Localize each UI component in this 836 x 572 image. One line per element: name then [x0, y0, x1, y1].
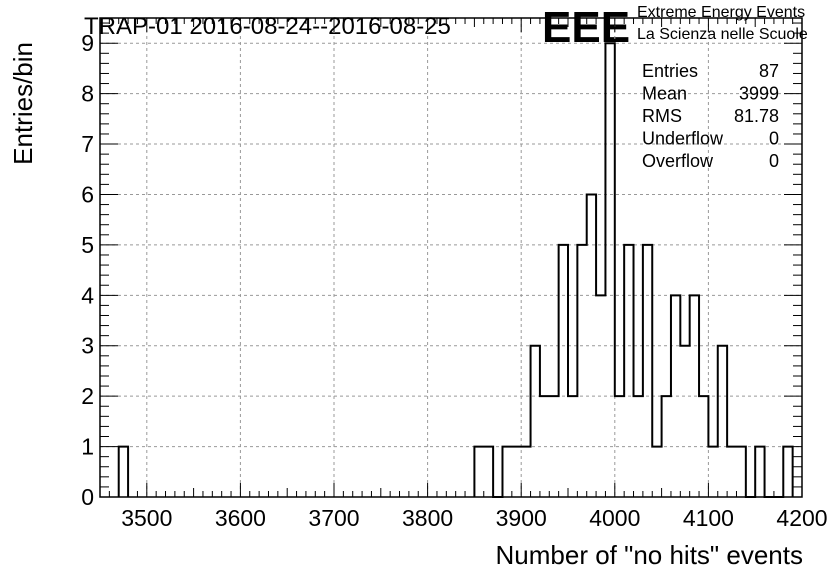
histogram-bin — [634, 396, 643, 497]
histogram-bin — [596, 295, 605, 497]
histogram-bin — [502, 447, 511, 497]
histogram-bin — [736, 447, 745, 497]
y-tick-label: 0 — [81, 484, 94, 510]
x-tick-label: 4000 — [589, 505, 640, 531]
histogram-bin — [587, 194, 596, 497]
axis-ticks — [99, 18, 803, 498]
logo-line-2: La Scienza nelle Scuole — [637, 26, 808, 43]
stats-value: 87 — [759, 61, 779, 81]
stats-label: Overflow — [642, 151, 714, 171]
eee-logo-text: EEE — [542, 3, 630, 52]
y-tick-labels: 0 1 2 3 4 5 6 7 8 9 — [81, 30, 94, 510]
histogram-bin — [671, 295, 680, 497]
stats-label: Underflow — [642, 129, 724, 149]
x-tick-label: 4200 — [776, 505, 827, 531]
stats-value: 3999 — [739, 84, 779, 104]
y-axis-label: Entries/bin — [8, 42, 38, 165]
stats-value: 81.78 — [734, 106, 779, 126]
logo-line-1: Extreme Energy Events — [637, 4, 805, 21]
stats-value: 0 — [769, 129, 779, 149]
histogram-bin — [690, 295, 699, 497]
histogram-bin — [783, 447, 792, 497]
y-tick-label: 4 — [81, 282, 94, 308]
histogram-bin — [662, 396, 671, 497]
histogram-bin — [549, 396, 558, 497]
y-tick-label: 2 — [81, 383, 94, 409]
eee-logo: EEE Extreme Energy Events La Scienza nel… — [542, 3, 808, 52]
histogram-bin — [568, 396, 577, 497]
stats-box: Entries 87 Mean 3999 RMS 81.78 Underflow 0 Overf… — [642, 61, 779, 171]
x-tick-label: 4100 — [683, 505, 734, 531]
y-tick-label: 9 — [81, 30, 94, 56]
x-tick-label: 3500 — [121, 505, 172, 531]
stats-value: 0 — [769, 151, 779, 171]
histogram-bins — [119, 43, 793, 497]
y-tick-label: 6 — [81, 181, 94, 207]
histogram-bin — [727, 447, 736, 497]
histogram-bin — [680, 346, 689, 497]
histogram-bin — [119, 447, 128, 497]
y-tick-label: 7 — [81, 131, 94, 157]
histogram-bin — [643, 245, 652, 497]
chart-title: TRAP-01 2016-08-24--2016-08-25 — [84, 13, 451, 40]
y-tick-label: 1 — [81, 434, 94, 460]
histogram-bin — [484, 447, 493, 497]
x-tick-labels: 3500 3600 3700 3800 3900 4000 4100 4200 — [121, 505, 827, 531]
x-tick-label: 3900 — [496, 505, 547, 531]
histogram-bin — [474, 447, 483, 497]
x-axis-label: Number of "no hits" events — [496, 540, 804, 570]
histogram-bin — [605, 43, 614, 497]
y-tick-label: 5 — [81, 232, 94, 258]
stats-label: Mean — [642, 84, 687, 104]
histogram-bin — [624, 245, 633, 497]
stats-label: RMS — [642, 106, 682, 126]
histogram-outline — [117, 42, 794, 498]
y-tick-label: 3 — [81, 333, 94, 359]
x-tick-label: 3700 — [308, 505, 359, 531]
histogram-bin — [699, 396, 708, 497]
x-tick-label: 3800 — [402, 505, 453, 531]
histogram-bin — [512, 447, 521, 497]
plot-frame — [99, 17, 803, 498]
histogram-bin — [531, 346, 540, 497]
histogram-bin — [521, 447, 530, 497]
histogram-bin — [718, 346, 727, 497]
histogram-bin — [708, 447, 717, 497]
histogram-bin — [540, 396, 549, 497]
y-tick-label: 8 — [81, 81, 94, 107]
histogram-bin — [577, 245, 586, 497]
x-tick-label: 3600 — [215, 505, 266, 531]
stats-label: Entries — [642, 61, 698, 81]
histogram-bin — [755, 447, 764, 497]
histogram-bin — [652, 447, 661, 497]
histogram-bin — [615, 396, 624, 497]
histogram-bin — [559, 245, 568, 497]
